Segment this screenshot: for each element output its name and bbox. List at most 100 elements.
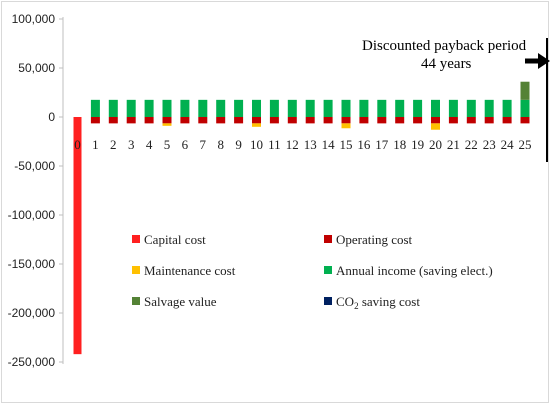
bar-operating-cost-19: [413, 117, 423, 124]
bar-operating-cost-18: [395, 117, 405, 124]
bar-maintenance-cost-5: [162, 123, 172, 126]
x-tick-label: 9: [235, 137, 242, 152]
bar-operating-cost-12: [287, 117, 297, 124]
bar-annual-income-saving-elect-21: [448, 99, 458, 117]
x-tick-label: 6: [182, 137, 189, 152]
y-tick-label: -200,000: [8, 306, 56, 320]
bar-maintenance-cost-15: [341, 123, 351, 129]
bar-annual-income-saving-elect-4: [144, 99, 154, 117]
bar-annual-income-saving-elect-15: [341, 99, 351, 117]
bar-annual-income-saving-elect-16: [359, 99, 369, 117]
legend-label-income: Annual income (saving elect.): [336, 263, 493, 278]
bar-maintenance-cost-20: [431, 123, 440, 130]
bar-annual-income-saving-elect-2: [108, 99, 118, 117]
bar-annual-income-saving-elect-3: [126, 99, 136, 117]
bar-annual-income-saving-elect-20: [431, 99, 440, 117]
bars-group: [73, 81, 530, 355]
bar-operating-cost-7: [198, 117, 208, 124]
bar-operating-cost-25: [520, 117, 530, 124]
y-axis: 100,000 50,000 0 -50,000 -100,000 -150,000 -20…: [8, 12, 64, 369]
bar-annual-income-saving-elect-11: [269, 99, 279, 117]
legend: Capital cost Operating cost Maintenance …: [132, 232, 493, 311]
y-tick-label: 0: [48, 110, 55, 124]
legend-swatch-income: [324, 266, 332, 274]
bar-annual-income-saving-elect-13: [305, 99, 315, 117]
bar-annual-income-saving-elect-7: [198, 99, 208, 117]
legend-label-co2: CO2 saving cost: [336, 294, 420, 311]
legend-label-co2-rest: saving cost: [359, 294, 421, 309]
x-tick-label: 24: [501, 137, 515, 152]
x-tick-label: 1: [92, 137, 99, 152]
bar-salvage-value-25: [520, 81, 530, 100]
payback-annotation: Discounted payback period 44 years: [362, 38, 550, 162]
legend-swatch-operating: [324, 235, 332, 243]
bar-operating-cost-13: [305, 117, 315, 124]
bar-annual-income-saving-elect-12: [287, 99, 297, 117]
x-tick-label: 23: [483, 137, 496, 152]
x-tick-label: 5: [164, 137, 171, 152]
x-tick-label: 7: [200, 137, 207, 152]
legend-swatch-capital: [132, 235, 140, 243]
bar-operating-cost-1: [90, 117, 100, 124]
bar-operating-cost-8: [216, 117, 226, 124]
x-tick-label: 21: [447, 137, 460, 152]
legend-label-co2-main: CO: [336, 294, 354, 309]
bar-annual-income-saving-elect-23: [484, 99, 494, 117]
payback-label: Discounted payback period: [362, 38, 527, 54]
x-tick-label: 18: [393, 137, 406, 152]
legend-swatch-maintenance: [132, 266, 140, 274]
bar-maintenance-cost-10: [252, 123, 261, 127]
legend-label-operating: Operating cost: [336, 232, 413, 247]
x-tick-label: 20: [429, 137, 442, 152]
bar-annual-income-saving-elect-10: [252, 99, 261, 117]
bar-capital-cost-0: [73, 117, 82, 355]
bar-operating-cost-4: [144, 117, 154, 124]
legend-label-maintenance: Maintenance cost: [144, 263, 236, 278]
bar-operating-cost-21: [448, 117, 458, 124]
x-tick-label: 4: [146, 137, 153, 152]
x-tick-label: 2: [110, 137, 117, 152]
bar-operating-cost-9: [234, 117, 244, 124]
x-tick-label: 19: [411, 137, 424, 152]
y-tick-label: -100,000: [8, 208, 56, 222]
bar-operating-cost-14: [323, 117, 333, 124]
bar-annual-income-saving-elect-18: [395, 99, 405, 117]
y-tick-label: -250,000: [8, 355, 56, 369]
payback-arrow-head: [538, 53, 550, 69]
bar-operating-cost-20: [431, 117, 440, 124]
legend-swatch-salvage: [132, 297, 140, 305]
bar-operating-cost-10: [252, 117, 261, 124]
y-tick-label: -50,000: [14, 159, 55, 173]
bar-annual-income-saving-elect-8: [216, 99, 226, 117]
legend-label-co2-subscript: 2: [354, 301, 359, 311]
bar-annual-income-saving-elect-14: [323, 99, 333, 117]
x-tick-label: 8: [217, 137, 224, 152]
bar-operating-cost-15: [341, 117, 351, 124]
x-tick-label: 13: [304, 137, 317, 152]
legend-swatch-co2: [324, 297, 332, 305]
bar-operating-cost-24: [502, 117, 512, 124]
payback-years: 44 years: [421, 56, 472, 72]
bar-annual-income-saving-elect-22: [466, 99, 476, 117]
bar-operating-cost-22: [466, 117, 476, 124]
x-tick-label: 16: [357, 137, 371, 152]
y-tick-label: -150,000: [8, 257, 56, 271]
x-tick-label: 14: [322, 137, 336, 152]
bar-annual-income-saving-elect-9: [234, 99, 244, 117]
x-tick-label: 11: [268, 137, 281, 152]
x-tick-label: 15: [340, 137, 353, 152]
x-tick-label: 3: [128, 137, 135, 152]
bar-annual-income-saving-elect-24: [502, 99, 512, 117]
legend-label-capital: Capital cost: [144, 232, 206, 247]
bar-operating-cost-23: [484, 117, 494, 124]
bar-operating-cost-5: [162, 117, 172, 124]
bar-annual-income-saving-elect-6: [180, 99, 190, 117]
x-tick-label: 17: [375, 137, 389, 152]
x-tick-label: 22: [465, 137, 478, 152]
bar-operating-cost-2: [108, 117, 118, 124]
x-tick-label: 10: [250, 137, 263, 152]
x-tick-label: 25: [519, 137, 532, 152]
x-tick-label: 0: [74, 137, 81, 152]
